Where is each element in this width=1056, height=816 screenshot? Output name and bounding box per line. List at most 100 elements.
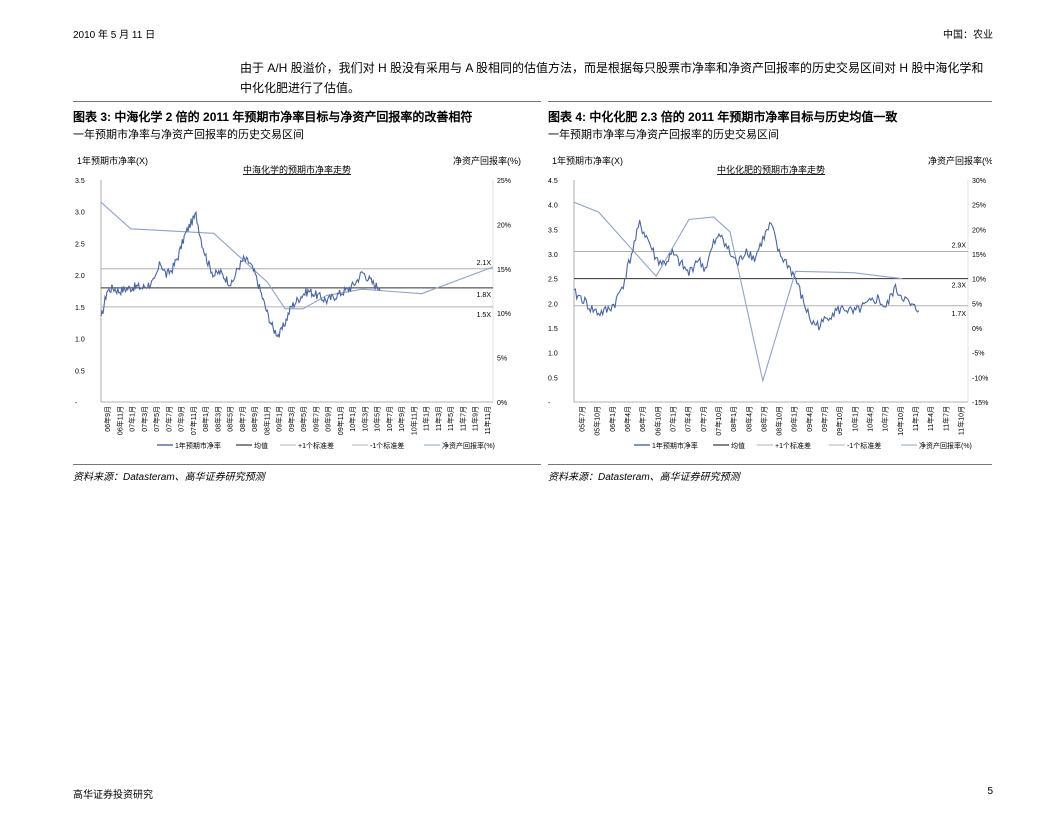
x-tick-label: 06年9月 (103, 406, 112, 432)
y2-tick-label: 5% (972, 301, 982, 308)
y2-tick-label: -10% (972, 375, 988, 382)
x-tick-label: 11年1月 (911, 406, 920, 431)
y-tick-label: 3.0 (548, 252, 558, 259)
legend-label: 净资产回报率(%) (919, 441, 972, 450)
y-tick-label: 3.0 (75, 210, 85, 217)
minus-sd-label: 1.7X (952, 311, 967, 318)
y2-tick-label: 0% (497, 400, 507, 407)
x-tick-label: 06年7月 (638, 406, 647, 432)
legend-label: -1个标准差 (847, 441, 881, 450)
legend-label: 均值 (254, 441, 268, 450)
intro-paragraph: 由于 A/H 股溢价，我们对 H 股没有采用与 A 股相同的估值方法，而是根据每… (240, 61, 984, 95)
figure-3-title: 图表 3: 中海化学 2 倍的 2011 年预期市净率目标与净资产回报率的改善相… (73, 110, 473, 124)
x-tick-label: 07年9月 (177, 406, 186, 432)
y2-axis-title: 净资产回报率(%) (453, 155, 521, 166)
x-tick-label: 08年1月 (201, 406, 210, 432)
x-tick-label: 10年1月 (850, 406, 859, 432)
x-tick-label: 08年10月 (775, 406, 784, 436)
x-tick-label: 06年10月 (653, 406, 662, 436)
y-tick-label: 1.0 (75, 337, 85, 344)
header-date: 2010 年 5 月 11 日 (73, 30, 156, 41)
x-tick-label: 09年5月 (299, 406, 308, 432)
x-tick-label: 08年7月 (238, 406, 247, 432)
x-tick-label: 07年5月 (152, 406, 161, 432)
x-tick-label: 09年10月 (835, 406, 844, 436)
x-tick-label: 11年10月 (956, 406, 965, 435)
x-tick-label: 07年7月 (699, 406, 708, 432)
figure-3-bottom-rule (73, 464, 541, 465)
pb-series-line (100, 210, 381, 338)
y2-tick-label: 25% (497, 178, 511, 185)
x-tick-label: 10年7月 (385, 406, 394, 432)
figure-4-bottom-rule (548, 464, 992, 465)
x-tick-label: 09年7月 (820, 406, 829, 432)
figure-4-chart: 1年预期市净率(X) 净资产回报率(%) 中化化肥的预期市净率走势 4.5 4.0 3.5… (548, 155, 992, 450)
x-tick-label: 10年5月 (373, 406, 382, 432)
figure-3-panel: 图表 3: 中海化学 2 倍的 2011 年预期市净率目标与净资产回报率的改善相… (73, 101, 541, 465)
y-axis-title: 1年预期市净率(X) (77, 155, 148, 166)
x-tick-label: 08年4月 (744, 406, 753, 432)
y2-tick-label: 10% (497, 311, 511, 318)
figure-4-title: 图表 4: 中化化肥 2.3 倍的 2011 年预期市净率目标与历史均值一致 (548, 110, 898, 124)
y-tick-label: 2.0 (75, 273, 85, 280)
x-tick-label: 10年10月 (896, 406, 905, 436)
x-tick-label: 05年7月 (578, 406, 587, 432)
legend-label: +1个标准差 (775, 441, 811, 450)
x-tick-label: 08年1月 (729, 406, 738, 432)
x-tick-label: 11年1月 (422, 406, 431, 431)
x-tick-label: 11年7月 (458, 406, 467, 431)
legend-label: 均值 (731, 441, 745, 450)
roe-series-line (100, 201, 494, 310)
x-tick-label: 11年5月 (446, 406, 455, 431)
figure-3-subtitle: 一年预期市净率与净资产回报率的历史交易区间 (73, 129, 304, 141)
legend-label: -1个标准差 (370, 441, 404, 450)
x-tick-label: 06年4月 (623, 406, 632, 432)
y2-tick-label: 15% (497, 267, 511, 274)
y-tick-label: 0.5 (75, 368, 85, 375)
y2-tick-label: 30% (972, 178, 986, 185)
x-tick-label: 10年7月 (881, 406, 890, 432)
y2-tick-label: 0% (972, 326, 982, 333)
legend-label: 1年预期市净率 (652, 441, 698, 450)
x-tick-label: 06年1月 (608, 406, 617, 432)
figure-4-source: 资料来源：Datasteram、高华证券研究预测 (548, 472, 740, 483)
plus-sd-label: 2.9X (952, 243, 967, 250)
x-tick-label: 09年7月 (311, 406, 320, 432)
y-tick-label: - (548, 400, 551, 407)
x-tick-label: 07年1月 (669, 406, 678, 432)
x-tick-label: 08年5月 (226, 406, 235, 432)
y-tick-label: 4.0 (548, 203, 558, 210)
x-tick-label: 10年11月 (409, 406, 418, 435)
x-tick-label: 11年4月 (926, 406, 935, 431)
x-tick-label: 07年1月 (128, 406, 137, 432)
chart-title: 中海化学的预期市净率走势 (243, 164, 351, 175)
x-tick-label: 07年10月 (714, 406, 723, 436)
x-tick-label: 09年1月 (275, 406, 284, 432)
legend-label: 1年预期市净率 (175, 441, 221, 450)
figure-3-source: 资料来源：Datasteram、高华证券研究预测 (73, 472, 265, 483)
footer-page-number: 5 (987, 786, 993, 797)
y2-tick-label: 5% (497, 356, 507, 363)
y-tick-label: 2.0 (548, 301, 558, 308)
x-tick-label: 05年10月 (593, 406, 602, 436)
legend-label: +1个标准差 (298, 441, 334, 450)
x-tick-label: 09年11月 (336, 406, 345, 435)
figure-4-panel: 图表 4: 中化化肥 2.3 倍的 2011 年预期市净率目标与历史均值一致 一… (548, 101, 992, 465)
y-tick-label: 4.5 (548, 178, 558, 185)
y2-tick-label: 10% (972, 277, 986, 284)
y-tick-label: 1.0 (548, 351, 558, 358)
y2-tick-label: 15% (972, 252, 986, 259)
x-tick-label: 08年7月 (759, 406, 768, 432)
x-tick-label: 08年3月 (213, 406, 222, 432)
figure-4-subtitle: 一年预期市净率与净资产回报率的历史交易区间 (548, 129, 779, 141)
pb-series-line (573, 219, 920, 331)
mean-label: 2.3X (952, 283, 967, 290)
x-tick-label: 11年9月 (471, 406, 480, 431)
y-tick-label: 2.5 (75, 241, 85, 248)
x-tick-label: 07年3月 (140, 406, 149, 432)
x-tick-label: 07年11月 (189, 406, 198, 435)
x-tick-label: 09年1月 (790, 406, 799, 432)
x-tick-label: 11年7月 (941, 406, 950, 431)
footer-company: 高华证券投资研究 (73, 790, 153, 801)
legend-label: 净资产回报率(%) (442, 441, 495, 450)
